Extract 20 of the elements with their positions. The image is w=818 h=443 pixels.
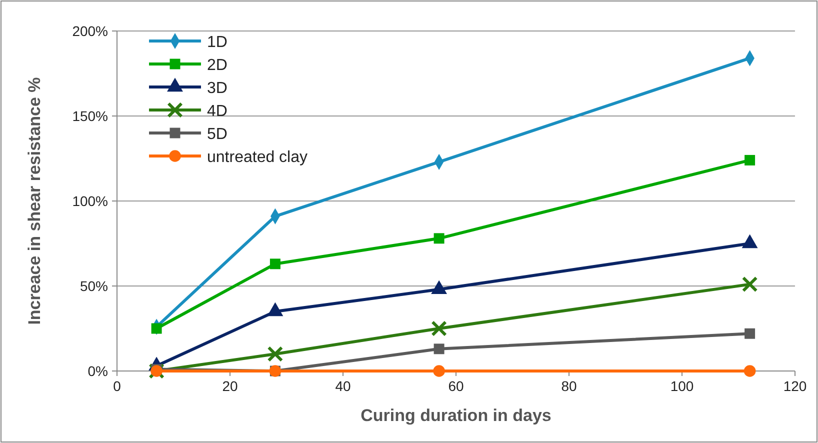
x-tick-label: 20 [222,378,238,394]
x-tick-label: 120 [783,378,807,394]
y-axis-title: Increace in shear resistance % [25,77,44,325]
y-tick-label: 150% [72,108,108,124]
x-tick-label: 0 [113,378,122,394]
x-tick-label: 100 [670,378,694,394]
y-tick-label: 0% [88,363,108,379]
y-tick-label: 100% [72,193,108,209]
y-tick-label: 50% [80,278,108,294]
legend-label: 4D [207,103,228,120]
legend-label: 5D [207,126,228,143]
legend-label: 1D [207,34,228,51]
x-tick-label: 40 [335,378,351,394]
legend-label: untreated clay [207,149,308,166]
x-tick-label: 80 [561,378,577,394]
y-tick-label: 200% [72,23,108,39]
x-tick-label: 60 [448,378,464,394]
x-axis-title: Curing duration in days [360,406,552,425]
legend-label: 2D [207,57,228,74]
legend-label: 3D [207,80,228,97]
